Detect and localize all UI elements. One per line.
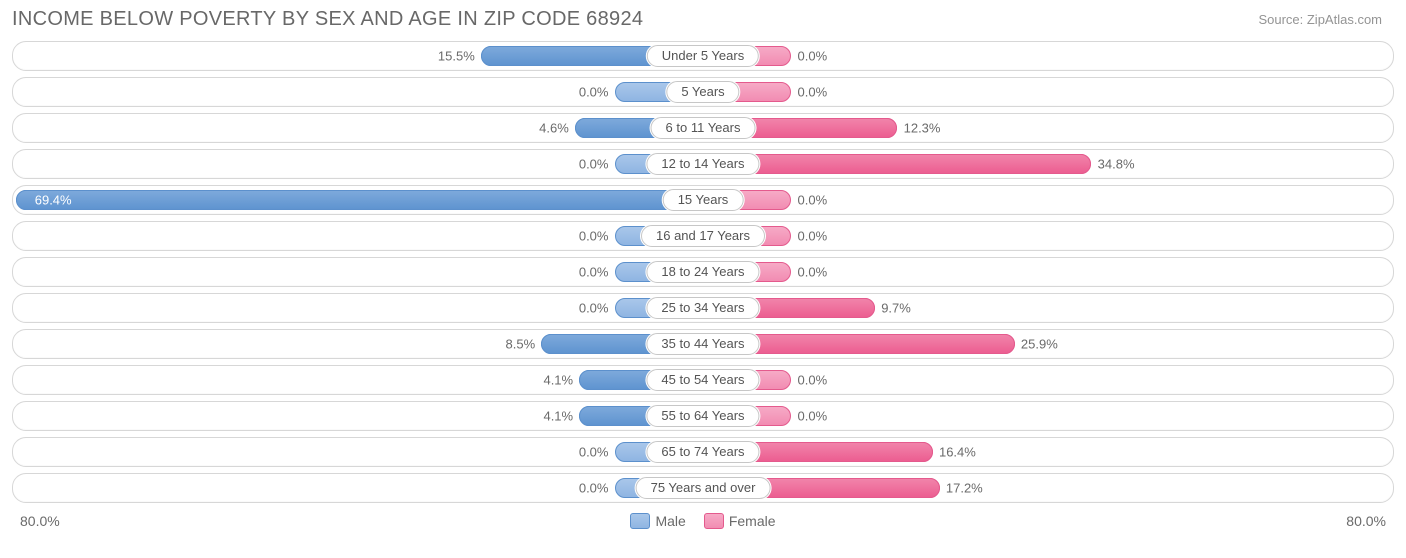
chart-row: Under 5 Years 15.5% 0.0% — [12, 41, 1394, 71]
female-value-label: 0.0% — [798, 373, 828, 388]
female-value-label: 0.0% — [798, 85, 828, 100]
chart-row: 16 and 17 Years 0.0% 0.0% — [12, 221, 1394, 251]
female-value-label: 0.0% — [798, 229, 828, 244]
row-category-label: 15 Years — [663, 189, 744, 211]
chart-body: Under 5 Years 15.5% 0.0% 5 Years 0.0% 0.0% 6 t… — [0, 35, 1406, 503]
female-value-label: 0.0% — [798, 265, 828, 280]
row-category-label: Under 5 Years — [647, 45, 759, 67]
chart-row: 35 to 44 Years 8.5% 25.9% — [12, 329, 1394, 359]
female-value-label: 0.0% — [798, 193, 828, 208]
chart-row: 75 Years and over 0.0% 17.2% — [12, 473, 1394, 503]
legend-female-swatch — [704, 513, 724, 529]
row-category-label: 75 Years and over — [636, 477, 771, 499]
chart-row: 15 Years 69.4% 0.0% — [12, 185, 1394, 215]
chart-title: INCOME BELOW POVERTY BY SEX AND AGE IN Z… — [12, 8, 643, 31]
legend-male-swatch — [630, 513, 650, 529]
row-category-label: 25 to 34 Years — [646, 297, 759, 319]
female-value-label: 16.4% — [939, 445, 976, 460]
chart-row: 55 to 64 Years 4.1% 0.0% — [12, 401, 1394, 431]
chart-row: 25 to 34 Years 0.0% 9.7% — [12, 293, 1394, 323]
male-value-label: 4.6% — [539, 121, 569, 136]
male-value-label: 4.1% — [543, 373, 573, 388]
female-value-label: 17.2% — [946, 481, 983, 496]
male-value-label: 4.1% — [543, 409, 573, 424]
chart-row: 12 to 14 Years 0.0% 34.8% — [12, 149, 1394, 179]
chart-legend: Male Female — [630, 513, 775, 529]
chart-footer: 80.0% Male Female 80.0% — [0, 509, 1406, 539]
row-category-label: 5 Years — [666, 81, 739, 103]
chart-row: 65 to 74 Years 0.0% 16.4% — [12, 437, 1394, 467]
chart-row: 6 to 11 Years 4.6% 12.3% — [12, 113, 1394, 143]
row-category-label: 65 to 74 Years — [646, 441, 759, 463]
axis-right-label: 80.0% — [1346, 513, 1386, 529]
male-value-label: 0.0% — [579, 481, 609, 496]
chart-source: Source: ZipAtlas.com — [1258, 12, 1382, 27]
female-value-label: 34.8% — [1098, 157, 1135, 172]
chart-row: 5 Years 0.0% 0.0% — [12, 77, 1394, 107]
male-value-label: 0.0% — [579, 265, 609, 280]
female-value-label: 0.0% — [798, 49, 828, 64]
row-category-label: 12 to 14 Years — [646, 153, 759, 175]
chart-row: 18 to 24 Years 0.0% 0.0% — [12, 257, 1394, 287]
female-bar-value — [703, 154, 1091, 174]
male-value-label: 0.0% — [579, 301, 609, 316]
female-value-label: 25.9% — [1021, 337, 1058, 352]
female-value-label: 0.0% — [798, 409, 828, 424]
male-bar-value — [16, 190, 703, 210]
row-category-label: 18 to 24 Years — [646, 261, 759, 283]
row-category-label: 35 to 44 Years — [646, 333, 759, 355]
chart-container: INCOME BELOW POVERTY BY SEX AND AGE IN Z… — [0, 0, 1406, 539]
female-value-label: 9.7% — [881, 301, 911, 316]
chart-header: INCOME BELOW POVERTY BY SEX AND AGE IN Z… — [0, 0, 1406, 35]
row-category-label: 55 to 64 Years — [646, 405, 759, 427]
male-value-label: 8.5% — [506, 337, 536, 352]
row-category-label: 16 and 17 Years — [641, 225, 765, 247]
male-value-label: 0.0% — [579, 229, 609, 244]
row-category-label: 6 to 11 Years — [651, 117, 756, 139]
female-value-label: 12.3% — [904, 121, 941, 136]
legend-male: Male — [630, 513, 685, 529]
legend-male-label: Male — [655, 513, 685, 529]
row-category-label: 45 to 54 Years — [646, 369, 759, 391]
male-value-label: 0.0% — [579, 445, 609, 460]
male-value-label: 69.4% — [35, 193, 72, 208]
chart-row: 45 to 54 Years 4.1% 0.0% — [12, 365, 1394, 395]
legend-female-label: Female — [729, 513, 776, 529]
male-value-label: 0.0% — [579, 85, 609, 100]
legend-female: Female — [704, 513, 776, 529]
male-value-label: 15.5% — [438, 49, 475, 64]
male-value-label: 0.0% — [579, 157, 609, 172]
axis-left-label: 80.0% — [20, 513, 60, 529]
